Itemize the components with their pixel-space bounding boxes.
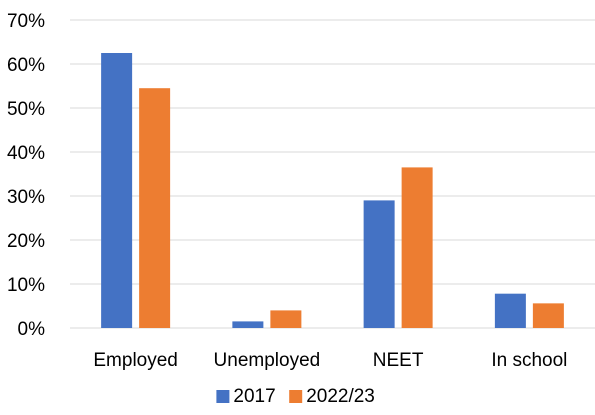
y-tick-label: 20%: [7, 231, 45, 252]
category-label: Employed: [93, 350, 178, 371]
y-tick-label: 70%: [7, 11, 45, 32]
bar-neet-2017: [363, 200, 395, 328]
bar-employed-2017: [101, 53, 133, 328]
legend: 2017 2022/23: [216, 386, 375, 407]
legend-label: 2017: [233, 386, 275, 407]
y-tick-label: 30%: [7, 187, 45, 208]
bar-in-school-2017: [494, 293, 526, 328]
legend-label: 2022/23: [306, 386, 375, 407]
category-label: Unemployed: [214, 350, 321, 371]
y-axis-tick-labels: 0% 10% 20% 30% 40% 50% 60% 70%: [7, 11, 45, 340]
category-label: NEET: [373, 350, 424, 371]
x-axis-category-labels: Employed Unemployed NEET In school: [93, 350, 567, 371]
bar-unemployed-202223: [270, 310, 302, 328]
y-tick-label: 60%: [7, 55, 45, 76]
y-tick-label: 50%: [7, 99, 45, 120]
legend-swatch-202223: [289, 390, 303, 403]
y-tick-label: 40%: [7, 143, 45, 164]
y-tick-label: 0%: [18, 319, 46, 340]
bars: [101, 53, 564, 328]
category-label: In school: [491, 350, 567, 371]
bar-unemployed-2017: [232, 321, 264, 328]
legend-swatch-2017: [216, 390, 230, 403]
bar-in-school-202223: [532, 303, 564, 328]
bar-neet-202223: [401, 167, 433, 328]
y-tick-label: 10%: [7, 275, 45, 296]
bar-employed-202223: [139, 88, 171, 328]
